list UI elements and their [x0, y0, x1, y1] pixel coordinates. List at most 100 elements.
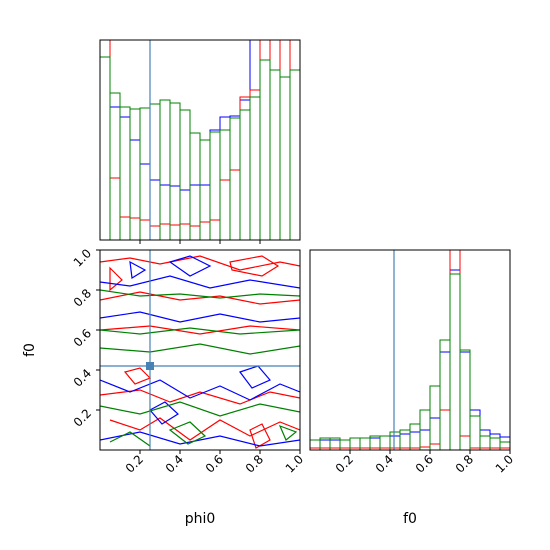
histogram-step: [439, 409, 451, 450]
histogram-step: [219, 179, 231, 240]
histogram-step: [199, 139, 211, 240]
histogram-step: [169, 185, 181, 240]
histogram-step: [499, 441, 510, 450]
histogram-step: [209, 219, 221, 240]
histogram-step: [449, 269, 461, 450]
histogram-step: [119, 116, 131, 240]
histogram-step: [129, 139, 141, 240]
histogram-step: [239, 96, 251, 240]
histogram-step: [199, 184, 211, 240]
histogram-step: [139, 163, 151, 240]
contour: [100, 255, 300, 271]
x-tick-label: 0.6: [413, 452, 436, 475]
y-axis-label: f0: [22, 343, 38, 357]
axes-frame: [99, 39, 301, 241]
histogram-step: [100, 56, 111, 240]
contour: [100, 289, 300, 335]
histogram-step: [109, 106, 121, 240]
histogram-step: [179, 109, 191, 240]
histogram-step: [249, 40, 261, 240]
contour: [100, 389, 300, 441]
histogram-step: [229, 117, 241, 240]
x-tick-label: 1.0: [493, 452, 516, 475]
histogram-step: [219, 116, 231, 240]
x-tick-label: 0.8: [453, 452, 476, 475]
histogram-step: [289, 69, 300, 240]
histogram-step: [209, 129, 221, 240]
contour: [109, 255, 280, 292]
axes-frame: [99, 249, 301, 451]
x-tick-label: 0.2: [123, 452, 146, 475]
x-tick-label: 0.6: [203, 452, 226, 475]
panel: [100, 40, 300, 240]
contour: [109, 421, 298, 447]
histogram-step: [129, 217, 141, 240]
histogram-step: [279, 40, 291, 240]
histogram-step: [449, 250, 461, 450]
histogram-step: [119, 216, 131, 240]
histogram-step: [219, 129, 231, 240]
histogram-step: [439, 351, 451, 450]
panel: [310, 250, 510, 450]
histogram-step: [109, 92, 121, 240]
axes-frame: [309, 249, 511, 451]
x-axis-label: f0: [403, 511, 417, 527]
contour: [100, 291, 300, 335]
y-tick-label: 0.4: [71, 366, 94, 389]
histogram-step: [279, 76, 291, 240]
contour: [100, 343, 300, 417]
x-tick-label: 0.8: [243, 452, 266, 475]
histogram-step: [269, 40, 281, 240]
histogram-step: [479, 429, 491, 450]
histogram-step: [100, 40, 111, 240]
histogram-step: [429, 417, 441, 450]
y-tick-label: 0.8: [71, 286, 94, 309]
histogram-step: [269, 69, 281, 240]
histogram-step: [149, 179, 161, 240]
histogram-step: [189, 225, 201, 240]
x-tick-label: 0.4: [163, 452, 186, 475]
contour: [149, 365, 271, 425]
histogram-step: [459, 435, 471, 450]
histogram-step: [439, 339, 451, 450]
histogram-step: [229, 115, 241, 240]
histogram-step: [169, 102, 181, 240]
histogram-step: [109, 177, 121, 240]
histogram-step: [209, 131, 221, 240]
histogram-step: [259, 40, 271, 240]
contours: [100, 255, 300, 449]
histogram-step: [100, 40, 111, 240]
histogram-step: [259, 40, 271, 240]
histogram-step: [159, 99, 171, 240]
histogram-step: [249, 89, 261, 240]
histogram-step: [399, 429, 411, 450]
histogram-step: [239, 109, 251, 240]
histogram-step: [459, 351, 471, 450]
histogram-step: [149, 225, 161, 240]
histogram-step: [159, 184, 171, 240]
histogram-step: [429, 443, 441, 450]
x-tick-label: 1.0: [283, 452, 306, 475]
histogram-step: [289, 40, 300, 240]
histogram-step: [409, 431, 421, 450]
histogram-step: [189, 132, 201, 240]
histogram-step: [249, 96, 261, 240]
y-tick-label: 0.2: [71, 406, 94, 429]
truth-point: [146, 362, 154, 370]
histogram-step: [449, 273, 461, 450]
histogram-step: [469, 415, 481, 450]
histogram-step: [119, 106, 131, 240]
contour: [100, 379, 300, 447]
histogram-step: [189, 184, 201, 240]
histogram-step: [279, 40, 291, 240]
contour: [100, 275, 300, 323]
histogram-step: [229, 169, 241, 240]
histogram-step: [169, 224, 181, 240]
histogram-step: [199, 221, 211, 240]
x-axis-label: phi0: [185, 511, 216, 527]
histogram-step: [269, 40, 281, 240]
histogram-step: [239, 99, 251, 240]
histogram-step: [179, 189, 191, 240]
y-tick-label: 1.0: [71, 246, 94, 269]
